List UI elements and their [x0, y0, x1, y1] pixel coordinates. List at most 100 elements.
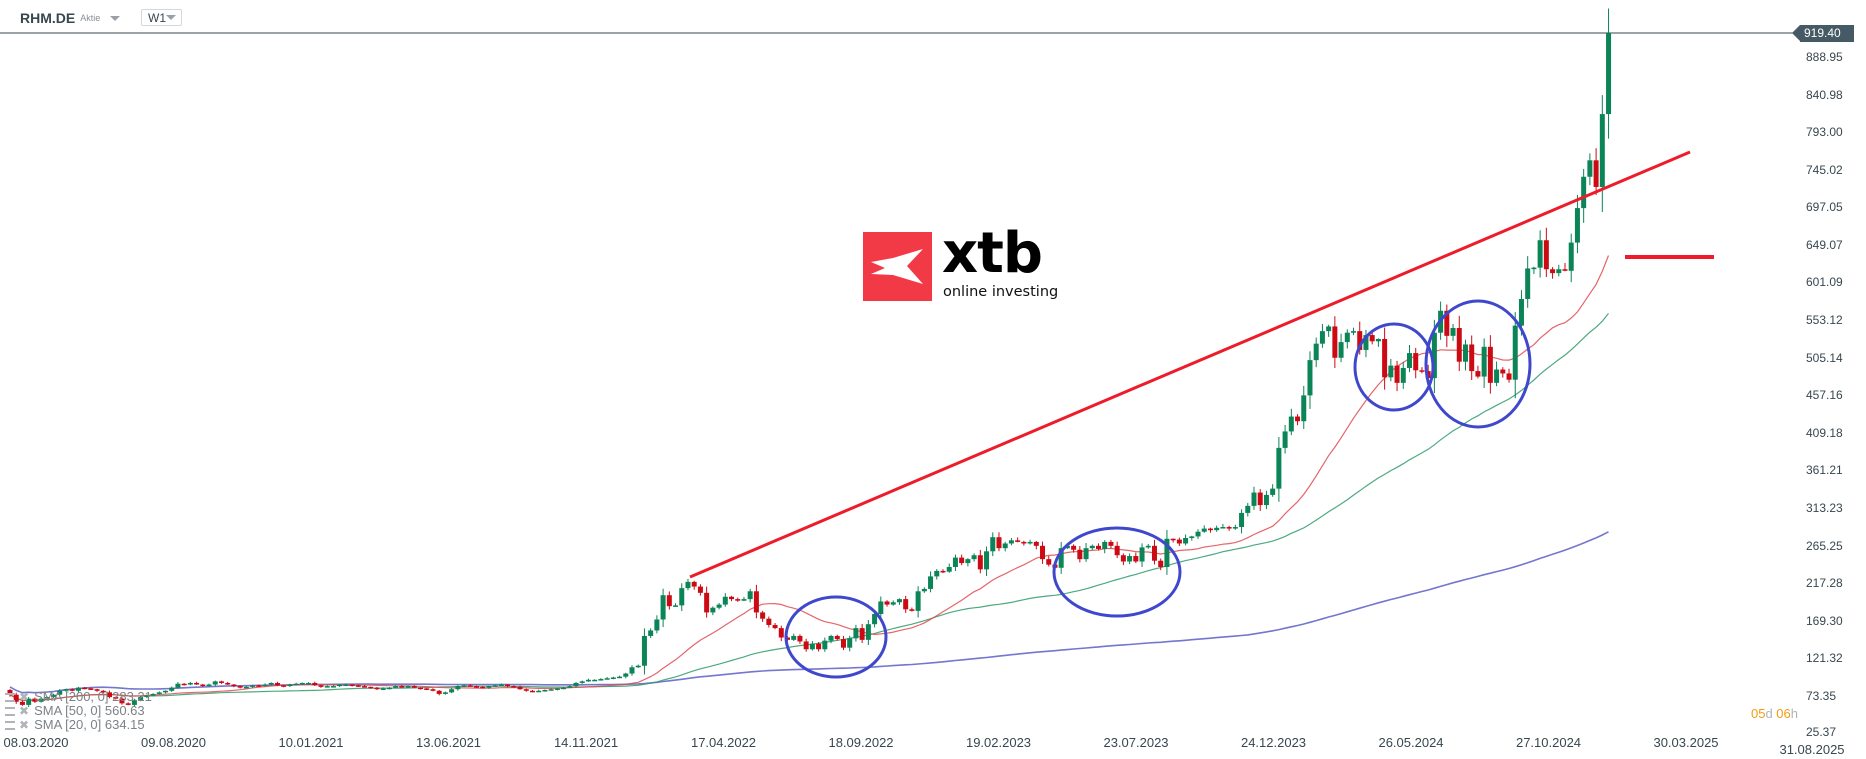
candle-body	[1606, 33, 1612, 115]
candle-down	[760, 610, 766, 622]
candle-body	[1064, 545, 1070, 549]
candle-body	[163, 690, 168, 693]
candle-up	[896, 598, 902, 605]
settings-icon[interactable]	[5, 720, 15, 730]
candle-body	[1319, 331, 1325, 344]
candle-up	[343, 683, 349, 687]
candle-down	[1382, 327, 1388, 390]
candle-up	[1450, 323, 1456, 341]
candle-down	[959, 554, 965, 566]
candle-body	[386, 687, 392, 690]
candle-down	[107, 690, 113, 699]
settings-icon[interactable]	[5, 706, 15, 716]
chevron-down-icon[interactable]	[110, 15, 121, 21]
candle-body	[1556, 269, 1562, 274]
candle-body	[125, 703, 131, 705]
candle-body	[1270, 488, 1276, 495]
candle-down	[1176, 537, 1182, 546]
candle-body	[1220, 527, 1226, 529]
candle-body	[778, 628, 784, 638]
candle-up	[554, 688, 560, 691]
date-tick-label: 14.11.2021	[553, 735, 619, 750]
candle-down	[424, 687, 430, 691]
candle-body	[1226, 527, 1232, 529]
legend-item-sma50[interactable]: ✖ SMA [50, 0] 560.63	[5, 704, 152, 718]
candle-body	[1071, 545, 1077, 550]
candle-body	[374, 687, 380, 690]
candle-down	[1170, 538, 1176, 543]
candle-body	[1139, 547, 1145, 562]
candle-up	[822, 637, 828, 652]
candle-down	[1394, 360, 1400, 392]
candle-body	[1357, 331, 1363, 350]
candle-up	[1606, 8, 1612, 139]
candle-body	[666, 595, 672, 607]
settings-icon[interactable]	[5, 692, 15, 702]
candle-up	[1214, 525, 1220, 532]
candle-body	[679, 588, 685, 606]
candle-body	[511, 686, 517, 688]
consolidation-ellipse-2[interactable]	[1052, 526, 1182, 618]
candle-body	[237, 686, 243, 688]
candle-down	[766, 616, 772, 628]
trendline-annotation[interactable]	[689, 150, 1691, 579]
candle-body	[343, 684, 349, 687]
candle-body	[1257, 492, 1263, 506]
close-icon[interactable]: ✖	[19, 718, 30, 732]
legend-item-sma200[interactable]: ✖ SMA [200, 0] 283.21	[5, 690, 152, 704]
price-tick-label: 505.14	[1806, 350, 1843, 365]
close-icon[interactable]: ✖	[19, 704, 30, 718]
legend-label: SMA [20, 0] 634.15	[34, 717, 145, 732]
candle-body	[1525, 268, 1531, 300]
candle-body	[585, 679, 591, 682]
candle-body	[1096, 545, 1101, 549]
candle-up	[1400, 361, 1406, 389]
candle-down	[100, 690, 106, 694]
candle-up	[1375, 338, 1381, 347]
candle-up	[1525, 256, 1531, 308]
candle-up	[847, 635, 853, 652]
price-tick-label: 25.37	[1806, 724, 1837, 739]
candle-body	[1058, 548, 1064, 568]
xtb-x-icon	[871, 249, 923, 284]
close-icon[interactable]: ✖	[19, 690, 30, 704]
candle-body	[592, 679, 598, 682]
consolidation-ellipse-4[interactable]	[1424, 299, 1532, 429]
candle-down	[1046, 555, 1052, 567]
candle-body	[816, 643, 822, 650]
candle-body	[498, 684, 504, 687]
candle-body	[536, 690, 542, 693]
candle-up	[741, 596, 747, 602]
candle-up	[984, 546, 990, 577]
candle-up	[685, 578, 691, 591]
candle-body	[840, 639, 846, 648]
instrument-selector[interactable]: RHM.DE Aktie	[20, 9, 121, 27]
candle-down	[1550, 267, 1556, 279]
candle-up	[536, 689, 542, 693]
candle-up	[1232, 524, 1238, 530]
candle-up	[38, 697, 44, 703]
candle-up	[1164, 529, 1170, 575]
price-tick-label: 888.95	[1806, 49, 1843, 64]
candle-down	[430, 688, 436, 692]
candle-down	[349, 684, 355, 687]
consolidation-ellipse-3[interactable]	[1353, 322, 1435, 412]
candle-up	[623, 672, 629, 679]
candle-body	[934, 570, 940, 577]
candle-down	[666, 591, 672, 610]
legend-item-sma20[interactable]: ✖ SMA [20, 0] 634.15	[5, 718, 152, 732]
candle-body	[853, 628, 859, 639]
consolidation-ellipse-1[interactable]	[784, 595, 888, 679]
candle-up	[952, 554, 958, 571]
candle-body	[1574, 208, 1580, 243]
candles	[7, 8, 1612, 708]
candle-down	[1593, 148, 1599, 195]
candle-body	[131, 700, 137, 705]
candle-up	[243, 685, 249, 689]
candle-body	[766, 618, 772, 625]
candle-down	[125, 702, 131, 706]
candle-body	[380, 688, 386, 690]
candle-body	[1469, 344, 1475, 372]
timeframe-select[interactable]: W1	[141, 9, 182, 26]
